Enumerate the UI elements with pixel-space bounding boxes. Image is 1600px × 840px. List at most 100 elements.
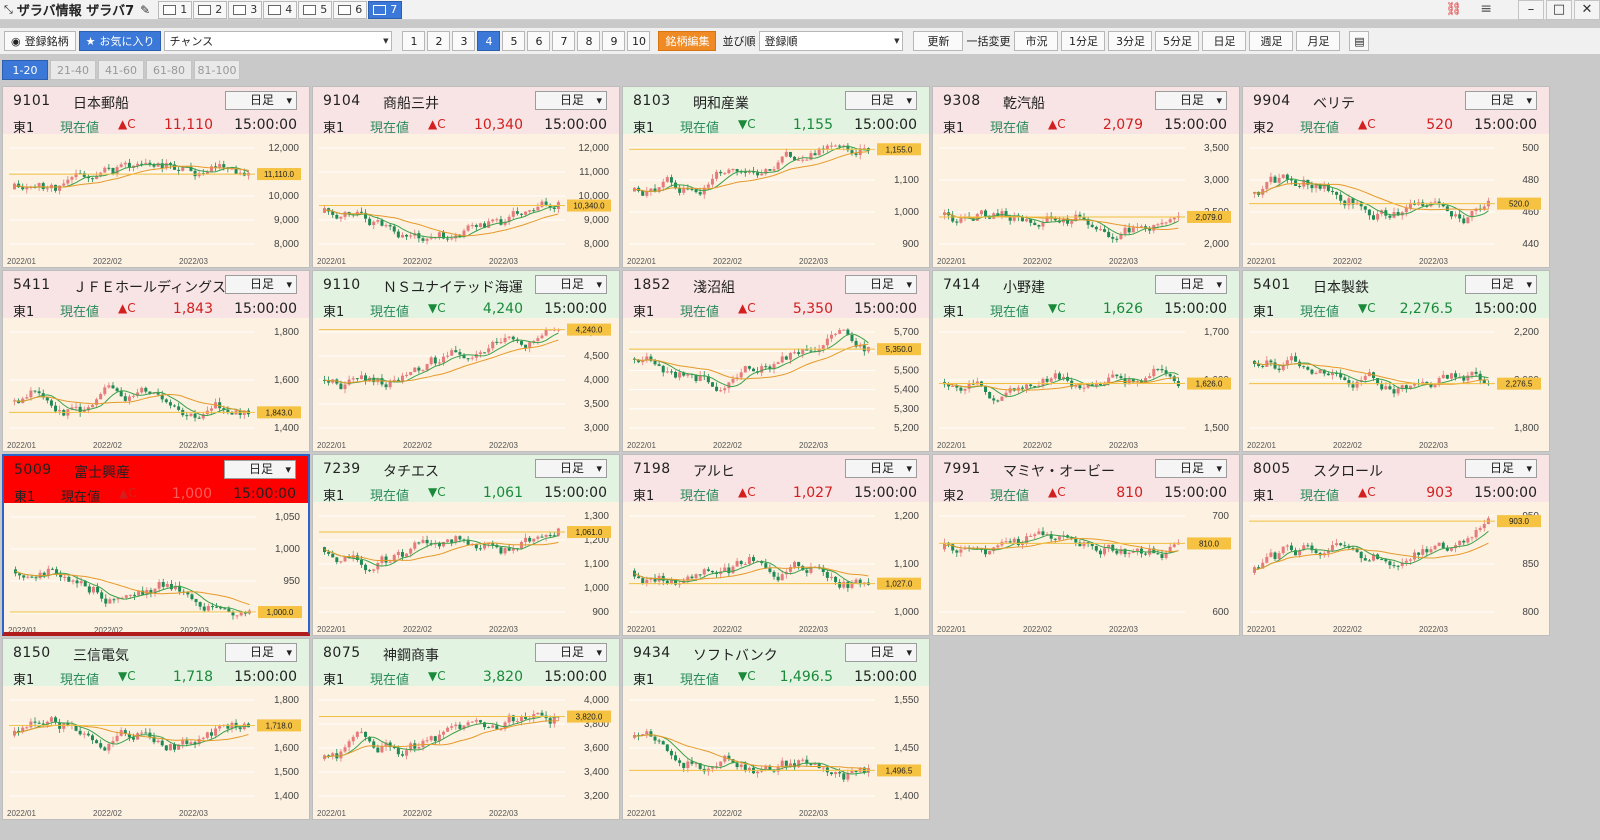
view-tab-4[interactable]: 4 xyxy=(263,0,298,19)
sort-select[interactable]: 登録順 xyxy=(759,31,904,51)
view-tab-1[interactable]: 1 xyxy=(158,0,193,19)
view-tab-7[interactable]: 7 xyxy=(368,0,403,19)
timeframe-button[interactable]: 日足 xyxy=(1202,31,1247,51)
candle-body xyxy=(661,181,665,188)
timeframe-select[interactable]: 日足 xyxy=(1155,459,1227,478)
view-tab-6[interactable]: 6 xyxy=(333,0,368,19)
page-button-4[interactable]: 4 xyxy=(477,31,501,51)
candle-body xyxy=(174,585,178,590)
page-button-2[interactable]: 2 xyxy=(427,31,451,51)
pencil-icon[interactable]: ✎ xyxy=(140,2,151,17)
edit-stocks-button[interactable]: 銘柄編集 xyxy=(658,31,717,51)
menu-icon[interactable]: ≡ xyxy=(1480,1,1492,17)
candle-body xyxy=(1404,208,1408,213)
settings-icon[interactable]: ▤ xyxy=(1349,31,1370,51)
page-button-3[interactable]: 3 xyxy=(452,31,476,51)
timeframe-select[interactable]: 日足 xyxy=(224,460,296,479)
range-tab-61-80[interactable]: 61-80 xyxy=(146,60,192,80)
timeframe-select[interactable]: 日足 xyxy=(1465,91,1537,110)
stock-panel-8075[interactable]: 8075 神鋼商事 日足東1 現在値 ▼C 3,820 15:00:00 4,000 3,800… xyxy=(312,638,620,820)
timeframe-select[interactable]: 日足 xyxy=(535,275,607,294)
stock-panel-9104[interactable]: 9104 商船三井 日足東1 現在値 ▲C 10,340 15:00:00 12,000 11,… xyxy=(312,86,620,268)
page-button-6[interactable]: 6 xyxy=(527,31,551,51)
stock-panel-9308[interactable]: 9308 乾汽船 日足東1 現在値 ▲C 2,079 15:00:00 3,500 3,000 2… xyxy=(932,86,1240,268)
timeframe-select[interactable]: 日足 xyxy=(1465,275,1537,294)
favorites-button[interactable]: ★ お気に入り xyxy=(78,31,162,51)
timeframe-select[interactable]: 日足 xyxy=(535,91,607,110)
candle-body xyxy=(201,414,205,419)
timeframe-select[interactable]: 日足 xyxy=(845,275,917,294)
candle-body xyxy=(1289,356,1293,361)
timeframe-select[interactable]: 日足 xyxy=(845,459,917,478)
timeframe-select[interactable]: 日足 xyxy=(1155,91,1227,110)
page-button-5[interactable]: 5 xyxy=(502,31,526,51)
page-button-10[interactable]: 10 xyxy=(627,31,651,51)
view-tab-3[interactable]: 3 xyxy=(228,0,263,19)
stock-panel-5411[interactable]: 5411 ＪＦＥホールディングス日足東1 現在値 ▲C 1,843 15:00:00 1,8… xyxy=(2,270,310,452)
timeframe-select[interactable]: 日足 xyxy=(1155,275,1227,294)
range-tab-41-60[interactable]: 41-60 xyxy=(98,60,144,80)
candle-body xyxy=(1111,237,1115,239)
candle-body xyxy=(1281,546,1285,554)
candle-body xyxy=(458,235,462,237)
candle-body xyxy=(511,715,515,722)
close-icon[interactable]: ✕ xyxy=(1574,0,1600,20)
timeframe-select[interactable]: 日足 xyxy=(225,643,297,662)
stock-panel-7414[interactable]: 7414小野建日足東1現在値▼C1,62615:00:001,7001,6001… xyxy=(932,270,1240,452)
registered-button[interactable]: ◉ 登録銘柄 xyxy=(4,31,76,51)
page-button-8[interactable]: 8 xyxy=(577,31,601,51)
timeframe-select[interactable]: 日足 xyxy=(845,643,917,662)
stock-panel-8103[interactable]: 8103明和産業日足東1現在値▼C1,15515:00:001,2001,100… xyxy=(622,86,930,268)
x-tick-label: 2022/01 xyxy=(937,441,966,450)
link-icon[interactable]: ⛓ xyxy=(1445,2,1462,17)
stock-panel-5401[interactable]: 5401日本製鉄日足東1現在値▼C2,276.515:00:002,2002,0… xyxy=(1242,270,1550,452)
timeframe-select[interactable]: 日足 xyxy=(225,275,297,294)
y-tick-label: 5,500 xyxy=(894,365,919,376)
stock-panel-7198[interactable]: 7198アルヒ日足東1現在値▲C1,02715:00:001,2001,1001… xyxy=(622,454,930,636)
timeframe-button[interactable]: 市況 xyxy=(1014,31,1059,51)
last-price-label: 1,496.5 xyxy=(886,766,913,775)
candle-body xyxy=(1168,546,1172,553)
range-tab-1-20[interactable]: 1-20 xyxy=(2,60,48,80)
stock-panel-7991[interactable]: 7991 マミヤ・オービー 日足東2 現在値 ▲C 810 15:00:00 700 600 81… xyxy=(932,454,1240,636)
timeframe-select[interactable]: 日足 xyxy=(225,91,297,110)
timeframe-button[interactable]: 5分足 xyxy=(1155,31,1200,51)
range-tab-21-40[interactable]: 21-40 xyxy=(50,60,96,80)
maximize-icon[interactable]: □ xyxy=(1546,0,1572,20)
page-button-9[interactable]: 9 xyxy=(602,31,626,51)
page-button-1[interactable]: 1 xyxy=(402,31,426,51)
stock-panel-9434[interactable]: 9434ソフトバンク日足東1現在値▼C1,496.515:00:001,5501… xyxy=(622,638,930,820)
candle-body xyxy=(793,763,797,768)
view-tab-2[interactable]: 2 xyxy=(193,0,228,19)
timeframe-button[interactable]: 1分足 xyxy=(1061,31,1106,51)
timeframe-button[interactable]: 月足 xyxy=(1296,31,1341,51)
y-tick-label: 440 xyxy=(1522,239,1539,250)
timeframe-button[interactable]: 3分足 xyxy=(1108,31,1153,51)
stock-panel-7239[interactable]: 7239 タチエス 日足東1 現在値 ▼C 1,061 15:00:00 1,300 1,200… xyxy=(312,454,620,636)
stock-panel-8005[interactable]: 8005スクロール日足東1現在値▲C90315:00:0095085080090… xyxy=(1242,454,1550,636)
range-tab-81-100[interactable]: 81-100 xyxy=(194,60,240,80)
minimize-icon[interactable]: – xyxy=(1518,0,1544,20)
candle-body xyxy=(719,171,723,174)
timeframe-select[interactable]: 日足 xyxy=(845,91,917,110)
candle-body xyxy=(181,740,185,745)
stock-panel-9110[interactable]: 9110ＮＳユナイテッド海運日足東1現在値▼C4,24015:00:005,00… xyxy=(312,270,620,452)
timeframe-select[interactable]: 日足 xyxy=(535,643,607,662)
stock-panel-8150[interactable]: 8150三信電気日足東1現在値▼C1,71815:00:001,8001,700… xyxy=(2,638,310,820)
stock-panel-9101[interactable]: 9101 日本郵船 日足東1 現在値 ▲C 11,110 15:00:00 12,000 11,… xyxy=(2,86,310,268)
candle-body xyxy=(413,743,417,749)
stock-panel-9904[interactable]: 9904ベリテ日足東2現在値▲C52015:00:005004804604405… xyxy=(1242,86,1550,268)
timeframe-select[interactable]: 日足 xyxy=(535,459,607,478)
view-tab-5[interactable]: 5 xyxy=(298,0,333,19)
panel-header: 8075 神鋼商事 日足東1 現在値 ▼C 3,820 15:00:00 xyxy=(313,639,619,688)
timeframe-button[interactable]: 週足 xyxy=(1249,31,1294,51)
stock-panel-5009[interactable]: 5009 富士興産 日足東1 現在値 ▲C 1,000 15:00:00 1,050 1,000… xyxy=(2,454,310,636)
timeframe-select[interactable]: 日足 xyxy=(1465,459,1537,478)
stock-panel-1852[interactable]: 1852淺沼組日足東1現在値▲C5,35015:00:005,7005,6005… xyxy=(622,270,930,452)
refresh-button[interactable]: 更新 xyxy=(913,31,964,51)
y-tick-label: 12,000 xyxy=(578,143,609,154)
page-button-7[interactable]: 7 xyxy=(552,31,576,51)
candle-body xyxy=(698,375,702,381)
chance-select[interactable]: チャンス xyxy=(164,31,393,51)
